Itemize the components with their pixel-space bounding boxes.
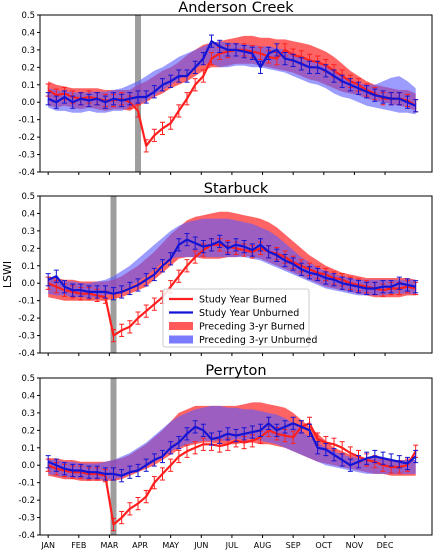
series-line <box>47 422 417 477</box>
y-tick-label: 0.5 <box>21 374 35 384</box>
x-tick-label: MAR <box>100 541 118 550</box>
legend-label: Preceding 3-yr Unburned <box>199 335 317 346</box>
y-axis: 0.5 0.4 0.3 0.2 0.1 0.0 -0.1 -0.2 -0.3 -0.4 <box>18 11 40 178</box>
x-axis: JAN FEB MAR APR MAY JUN JUL AUG SEP OCT NOV DEC <box>40 535 394 550</box>
axes-frame <box>39 195 433 354</box>
series-line <box>47 422 417 526</box>
y-tick-label: 0.0 <box>21 279 35 289</box>
x-tick-label: OCT <box>315 541 332 550</box>
legend: Study Year Burned Study Year Unburned Prec… <box>162 288 317 348</box>
x-tick-label: FEB <box>71 541 86 550</box>
y-tick-label: 0.4 <box>21 28 35 38</box>
plot-area <box>45 15 419 172</box>
y-axis: 0.5 0.4 0.3 0.2 0.1 0.0 -0.1 -0.2 -0.3 -0.4 <box>18 374 40 541</box>
fire-date-bar <box>110 378 117 535</box>
y-tick-label: -0.1 <box>18 479 35 489</box>
y-tick-label: -0.2 <box>18 496 35 506</box>
y-tick-label: 0.5 <box>21 11 35 21</box>
panel-2: Starbuck 0.5 0.4 0.3 0.2 0.1 0.0 -0.1 -0.2 -0.3 -0… <box>1 181 433 359</box>
y-tick-label: -0.3 <box>18 332 35 342</box>
panel-title: Starbuck <box>204 181 269 197</box>
x-tick-label: NOV <box>346 541 364 550</box>
y-tick-label: 0.3 <box>21 409 35 419</box>
y-axis-label: LSWI <box>1 261 14 288</box>
y-tick-label: -0.2 <box>18 133 35 143</box>
x-tick-label: JUL <box>225 541 239 550</box>
series-study-unburned <box>45 34 419 113</box>
y-axis: 0.5 0.4 0.3 0.2 0.1 0.0 -0.1 -0.2 -0.3 -0.4 <box>18 192 40 359</box>
fire-date-bar <box>110 196 117 353</box>
series-line <box>47 40 417 107</box>
x-axis <box>47 353 386 356</box>
x-tick-label: JUN <box>193 541 208 550</box>
panel-title: Perryton <box>205 363 266 379</box>
y-tick-label: -0.3 <box>18 514 35 524</box>
panel-3: Perryton 0.5 0.4 0.3 0.2 0.1 0.0 -0.1 -0.2 -0.3 -0… <box>18 363 433 550</box>
y-tick-label: 0.3 <box>21 46 35 56</box>
y-tick-label: -0.1 <box>18 297 35 307</box>
y-tick-label: -0.4 <box>18 531 35 541</box>
legend-box <box>162 288 310 348</box>
y-tick-label: 0.2 <box>21 426 35 436</box>
y-tick-label: -0.2 <box>18 314 35 324</box>
y-tick-label: 0.0 <box>21 461 35 471</box>
legend-swatch <box>169 322 193 330</box>
legend-label: Preceding 3-yr Burned <box>199 322 305 333</box>
y-tick-label: 0.1 <box>21 444 35 454</box>
x-tick-label: SEP <box>286 541 301 550</box>
x-tick-label: JAN <box>40 541 55 550</box>
x-tick-label: AUG <box>254 541 272 550</box>
y-tick-label: 0.4 <box>21 209 35 219</box>
legend-label: Study Year Burned <box>199 295 287 306</box>
legend-swatch <box>169 335 193 344</box>
x-tick-label: APR <box>132 541 148 550</box>
y-tick-label: 0.3 <box>21 227 35 237</box>
y-tick-label: -0.1 <box>18 116 35 126</box>
y-tick-label: 0.2 <box>21 63 35 73</box>
series-study-unburned <box>45 416 419 483</box>
y-tick-label: 0.1 <box>21 81 35 91</box>
y-tick-label: 0.1 <box>21 262 35 272</box>
y-tick-label: 0.0 <box>21 98 35 108</box>
y-tick-label: -0.4 <box>18 168 35 178</box>
y-tick-label: 0.2 <box>21 244 35 254</box>
series-line <box>47 238 416 295</box>
x-tick-label: MAY <box>162 541 179 550</box>
x-tick-label: DEC <box>377 541 394 550</box>
plot-area <box>45 196 419 353</box>
legend-label: Study Year Unburned <box>199 308 299 319</box>
y-tick-label: 0.4 <box>21 391 35 401</box>
axes-frame <box>39 14 433 173</box>
panel-title: Anderson Creek <box>178 0 294 16</box>
x-axis <box>47 172 386 175</box>
y-tick-label: -0.3 <box>18 151 35 161</box>
series-study-unburned <box>45 233 419 301</box>
band-preceding-unburned <box>48 405 416 480</box>
axes-frame <box>39 377 433 536</box>
y-tick-label: 0.5 <box>21 192 35 202</box>
panel-1: Anderson Creek 0.5 0.4 0.3 0.2 0.1 0.0 -0.1 -0.2… <box>18 0 433 178</box>
plot-area <box>45 378 419 535</box>
y-tick-label: -0.4 <box>18 349 35 359</box>
